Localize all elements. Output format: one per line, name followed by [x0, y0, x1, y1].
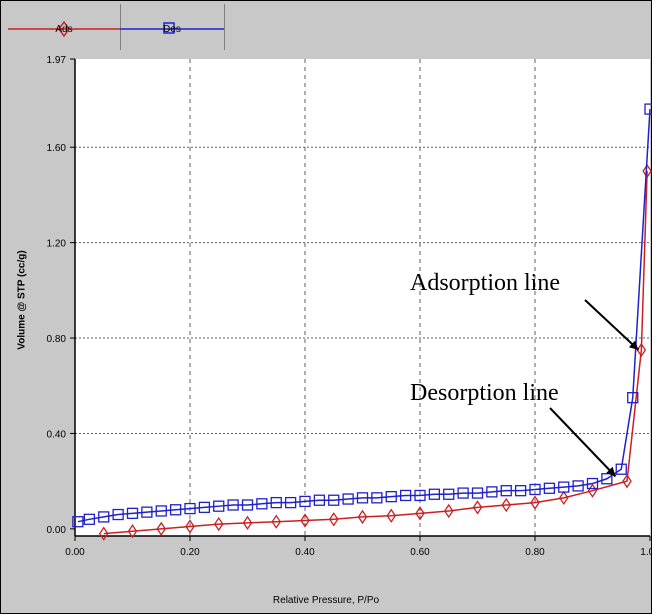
data-point-des [385, 490, 397, 503]
data-point-ads [558, 490, 569, 506]
data-point-des [543, 482, 556, 494]
data-point-des [313, 494, 326, 506]
axes: 0.00 0.20 0.40 0.60 0.80 1.00 0.00 0.40 0.80 1.20… [47, 55, 652, 558]
data-point-ads [415, 506, 425, 521]
data-point-ads [642, 163, 652, 179]
x-tick-label: 0.20 [180, 547, 200, 558]
legend: Ads Des [0, 0, 652, 60]
x-axis-label: Relative Pressure, P/Po [272, 595, 380, 606]
data-point-des [615, 463, 627, 475]
data-point-des [414, 489, 426, 502]
data-point-des [126, 507, 139, 519]
data-point-des [558, 481, 570, 493]
data-point-des [627, 392, 639, 404]
data-point-ads [622, 473, 632, 489]
data-point-des [169, 504, 182, 516]
data-point-ads [443, 503, 454, 519]
data-point-des [471, 487, 484, 499]
x-tick-label: 0.80 [525, 547, 545, 558]
data-point-des [72, 516, 84, 528]
annotation-arrowhead [628, 340, 639, 350]
data-point-des [241, 499, 254, 511]
data-point-des [529, 483, 541, 496]
data-point-ads [530, 495, 540, 510]
data-point-ads [386, 508, 397, 523]
data-point-ads [328, 512, 339, 527]
y-axis-label: Volume @ STP (cc/g) [16, 250, 28, 350]
y-tick-label: 1.97 [47, 55, 67, 66]
data-point-des [601, 473, 613, 485]
data-point-des [284, 496, 297, 509]
annotation-arrowhead [606, 466, 616, 477]
data-point-ads [98, 526, 109, 541]
data-point-des [256, 498, 268, 510]
data-point-ads [242, 515, 253, 531]
data-point-ads [185, 519, 195, 534]
data-point-des [443, 488, 455, 500]
x-tick-label: 0.40 [295, 547, 315, 558]
y-tick-label: 0.00 [47, 525, 67, 536]
data-point-des [155, 505, 167, 517]
data-point-ads [636, 342, 647, 358]
data-point-ads [271, 514, 282, 529]
annotation-arrow [584, 299, 640, 351]
y-tick-label: 1.60 [47, 143, 67, 154]
y-tick-label: 1.20 [47, 239, 67, 250]
data-point-ads [357, 509, 368, 525]
y-tick-label: 0.80 [47, 334, 67, 345]
data-point-des [141, 506, 153, 518]
legend-swatch-des [120, 22, 224, 34]
data-point-ads [213, 516, 224, 532]
legend-item-des[interactable]: Des [120, 4, 225, 50]
x-tick-label: 0.60 [410, 547, 430, 558]
data-point-des [371, 492, 383, 504]
plot-area [75, 59, 650, 536]
data-point-des [270, 496, 282, 509]
data-point-des [428, 488, 441, 500]
data-point-ads [127, 524, 138, 539]
series-layer [72, 103, 652, 541]
data-point-des [98, 511, 110, 523]
data-point-des [500, 485, 512, 497]
annotation-arrow [549, 407, 617, 478]
data-point-ads [472, 500, 483, 515]
legend-label-ads: Ads [55, 24, 73, 35]
x-tick-label: 1.00 [640, 547, 652, 558]
data-point-des [227, 499, 239, 511]
annotation-text: Adsorption line [410, 270, 560, 296]
x-tick-label: 0.00 [65, 547, 85, 558]
data-point-des [486, 486, 498, 498]
data-point-ads [300, 513, 310, 528]
data-point-des [342, 493, 354, 505]
data-point-ads [501, 497, 512, 513]
legend-label-des: Des [163, 24, 181, 35]
data-point-des [328, 494, 340, 506]
data-point-des [184, 502, 196, 515]
series-line-ads [103, 171, 648, 535]
data-point-des [198, 501, 211, 514]
annotations: Adsorption line Desorption line [410, 270, 640, 478]
annotation-text: Desorption line [410, 380, 559, 406]
data-point-des [299, 495, 311, 508]
data-point-des [644, 103, 652, 115]
data-point-des [356, 492, 369, 504]
data-point-ads [156, 521, 167, 537]
data-point-des [112, 508, 124, 521]
data-point-des [213, 500, 225, 512]
y-tick-label: 0.40 [47, 429, 67, 440]
legend-swatch-ads [8, 20, 120, 38]
data-point-des [457, 487, 469, 499]
data-point-des [586, 477, 599, 490]
data-point-des [572, 480, 584, 492]
data-point-des [83, 513, 96, 525]
data-point-des [399, 489, 412, 502]
data-point-des [514, 485, 527, 497]
legend-item-ads[interactable]: Ads [8, 4, 121, 50]
